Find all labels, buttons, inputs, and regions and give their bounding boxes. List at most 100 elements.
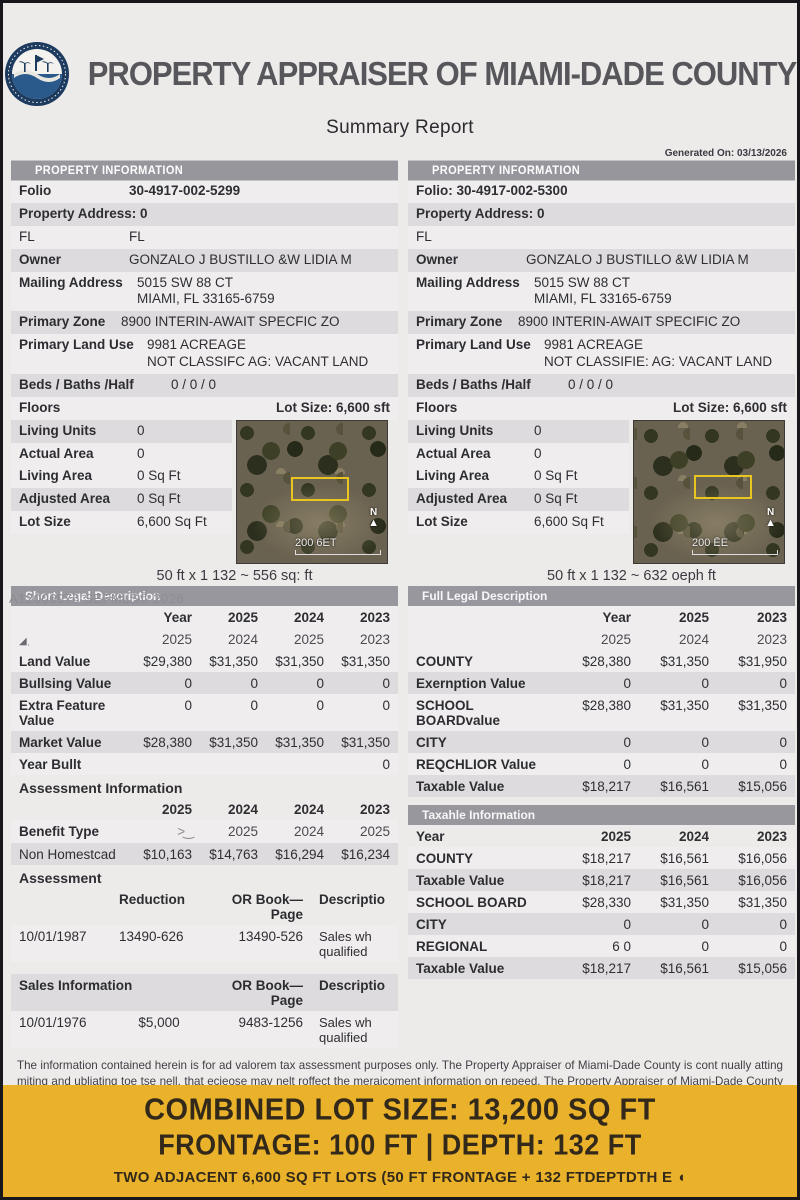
generated-date: Generated On: 03/13/2026 <box>664 148 787 159</box>
mailing-label: Mailing Address <box>416 274 520 290</box>
zone-label: Primary Zone <box>19 314 106 330</box>
short-legal-table: Year 2025 2024 2023 ◢ˌ 2025 2024 2025 20… <box>11 605 398 650</box>
owner-label: Owner <box>416 251 459 267</box>
stat-label: Living Units <box>416 422 494 438</box>
table-row: Taxable Value $18,217 $16,561 $16,056 <box>408 868 795 891</box>
property-card-left: PROPERTY INFORMATION Folio 30-4917-002-52… <box>11 160 398 1048</box>
landuse-label: Primary Land Use <box>416 337 531 353</box>
table-row: Bullsing Value 0 0 0 0 <box>11 671 398 694</box>
folio-value: 30-4917-002-5299 <box>129 183 241 198</box>
sub-header: 2024 <box>227 631 258 647</box>
section-bar-property-info-left: PROPERTY INFORMATION <box>11 160 398 181</box>
table-row: REGIONAL 6 0 0 0 <box>408 934 795 957</box>
full-legal-head: Year 2025 2023 2025 2024 2023 <box>408 605 795 650</box>
table-row: SCHOOL BOARD $28,330 $31,350 $31,350 <box>408 890 795 913</box>
stat-value: 0 <box>534 445 542 461</box>
folio-line: Folio: 30-4917-002-5300 <box>416 183 568 198</box>
sales-row: 10/01/1976 $5,000 9483-1256 Sales wh qua… <box>11 1010 398 1048</box>
aerial-map-right: N ▲ 200 ĒE <box>633 419 785 564</box>
property-address: Property Address: 0 <box>19 205 148 221</box>
sales-head: Sales Information OR Book—Page Descripti… <box>11 973 398 1011</box>
table-row: Exernption Value 0 0 0 <box>408 671 795 694</box>
section-bar-full-legal: Full Legal Description <box>408 585 795 606</box>
sub-header: 2025 <box>293 631 324 647</box>
lot-summary-banner: COMBINED LOT SIZE: 13,200 SQ FT FRONTAGE… <box>3 1085 797 1197</box>
sub-header: 2023 <box>359 631 390 647</box>
chart-icon: ◢ˌ <box>19 635 31 647</box>
state-b: FL <box>129 228 145 244</box>
owner-value: GONZALO J BUSTILLO &W LIDIA M <box>526 251 749 267</box>
stat-label: Living Area <box>416 468 490 484</box>
stat-label: Lot Size <box>416 514 468 530</box>
folio-label: Folio <box>19 183 52 198</box>
lot-size-badge: Lot Size: 6,600 sft <box>275 399 390 415</box>
aerial-map-left: N ▲ 200 6ET <box>236 419 388 564</box>
table-row: CITY 0 0 0 <box>408 912 795 935</box>
stat-label: Adjusted Area <box>416 491 508 507</box>
table-row: CITY 0 0 0 <box>408 730 795 753</box>
col-header: 2025 <box>227 609 258 625</box>
property-card-right: PROPERTY INFORMATION Folio: 30-4917-002-… <box>408 160 795 979</box>
map-caption-right: 50 ft x 1 132 ~ 632 oeph ft <box>547 567 716 584</box>
stat-label: Adjusted Area <box>19 491 111 507</box>
section-bar-property-info-right: PROPERTY INFORMATION <box>408 160 795 181</box>
assessment-head: 2025 2024 2024 2023 <box>161 801 390 817</box>
table-row: COUNTY $28,380 $31,350 $31,950 <box>408 649 795 672</box>
page-title: PROPERTY APPRAISER OF MIAMI-DADE COUNTY <box>87 54 797 93</box>
stat-value: 0 <box>137 445 145 461</box>
beds-value: 0 / 0 / 0 <box>568 376 614 392</box>
stat-value: 0 Sq Ft <box>534 468 578 484</box>
property-address: Property Address: 0 <box>416 205 545 221</box>
zone-label: Primary Zone <box>416 314 503 330</box>
zone-value: 8900 INTERIN-AWAIT SPECIFIC ZO <box>518 314 741 330</box>
stat-label: Actual Area <box>416 445 491 461</box>
parcel-outline <box>694 474 752 499</box>
banner-line1: COMBINED LOT SIZE: 13,200 SQ FT <box>144 1093 656 1127</box>
landuse-value: 9981 ACREAGE NOT CLASSIFC AG: VACANT LAND <box>147 337 369 369</box>
north-arrow-icon: N ▲ <box>368 506 379 529</box>
stat-label: Actual Area <box>19 445 94 461</box>
assessment-info-title: Assessment Information <box>19 779 183 796</box>
col-header: 2024 <box>293 609 324 625</box>
landuse-label: Primary Land Use <box>19 337 134 353</box>
banner-line2: FRONTAGE: 100 FT | DEPTH: 132 FT <box>158 1129 642 1161</box>
table-row: Extra Feature Value 0 0 0 0 <box>11 693 398 731</box>
map-scalebar: 200 6ET <box>295 537 381 555</box>
lot-size-badge: Lot Size: 6,600 sft <box>672 399 787 415</box>
mailing-label: Mailing Address <box>19 274 123 290</box>
stat-value: 0 Sq Ft <box>137 491 181 507</box>
beds-label: Beds / Baths /Half <box>416 376 531 392</box>
section-bar-short-legal: Short Legal Description <box>11 585 398 606</box>
map-scalebar: 200 ĒE <box>692 537 778 555</box>
col-header: Year <box>163 609 192 625</box>
parcel-outline <box>291 477 349 502</box>
benefit-type-row: Benefit Type >‿ 2025 2024 2025 <box>11 819 398 843</box>
stat-label: Lot Size <box>19 514 71 530</box>
mailing-value: 5015 SW 88 CT MIAMI, FL 33165-6759 <box>137 274 275 307</box>
report-subtitle: Summary Report <box>326 117 474 138</box>
table-row: Year Bullt 0 <box>11 752 398 775</box>
zone-value: 8900 INTERIN-AWAIT SPECFIC ZO <box>121 314 340 330</box>
stat-label: Living Units <box>19 422 97 438</box>
section-bar-taxable-info: Taxahle Information <box>408 804 795 825</box>
map-caption-left: 50 ft x 1 132 ~ 556 sq: ft <box>156 567 313 584</box>
mailing-value: 5015 SW 88 CT MIAMI, FL 33165-6759 <box>534 274 672 307</box>
assessment-label: Assessment <box>19 869 102 886</box>
north-arrow-icon: N ▲ <box>765 506 776 529</box>
table-row: Land Value $29,380 $31,350 $31,350 $31,3… <box>11 649 398 672</box>
owner-value: GONZALO J BUSTILLO &W LIDIA M <box>129 251 352 267</box>
table-row: REQCHLIOR Value 0 0 0 <box>408 752 795 775</box>
stat-value: 6,600 Sq Ft <box>534 514 604 530</box>
floors-label: Floors <box>19 399 61 415</box>
stat-value: 6,600 Sq Ft <box>137 514 207 530</box>
stats-list-right: Living Units 0 Actual Area 0 Living Area 0 … <box>408 419 629 564</box>
stat-value: 0 Sq Ft <box>137 468 181 484</box>
stat-value: 0 <box>137 422 145 438</box>
beds-value: 0 / 0 / 0 <box>171 376 217 392</box>
state-a: FL <box>19 228 35 244</box>
mls-watermark: A12006976 SEFMLS© 2026 <box>9 591 185 606</box>
owner-label: Owner <box>19 251 62 267</box>
stats-list-left: Living Units 0 Actual Area 0 Living Area 0 … <box>11 419 232 564</box>
stat-value: 0 Sq Ft <box>534 491 578 507</box>
